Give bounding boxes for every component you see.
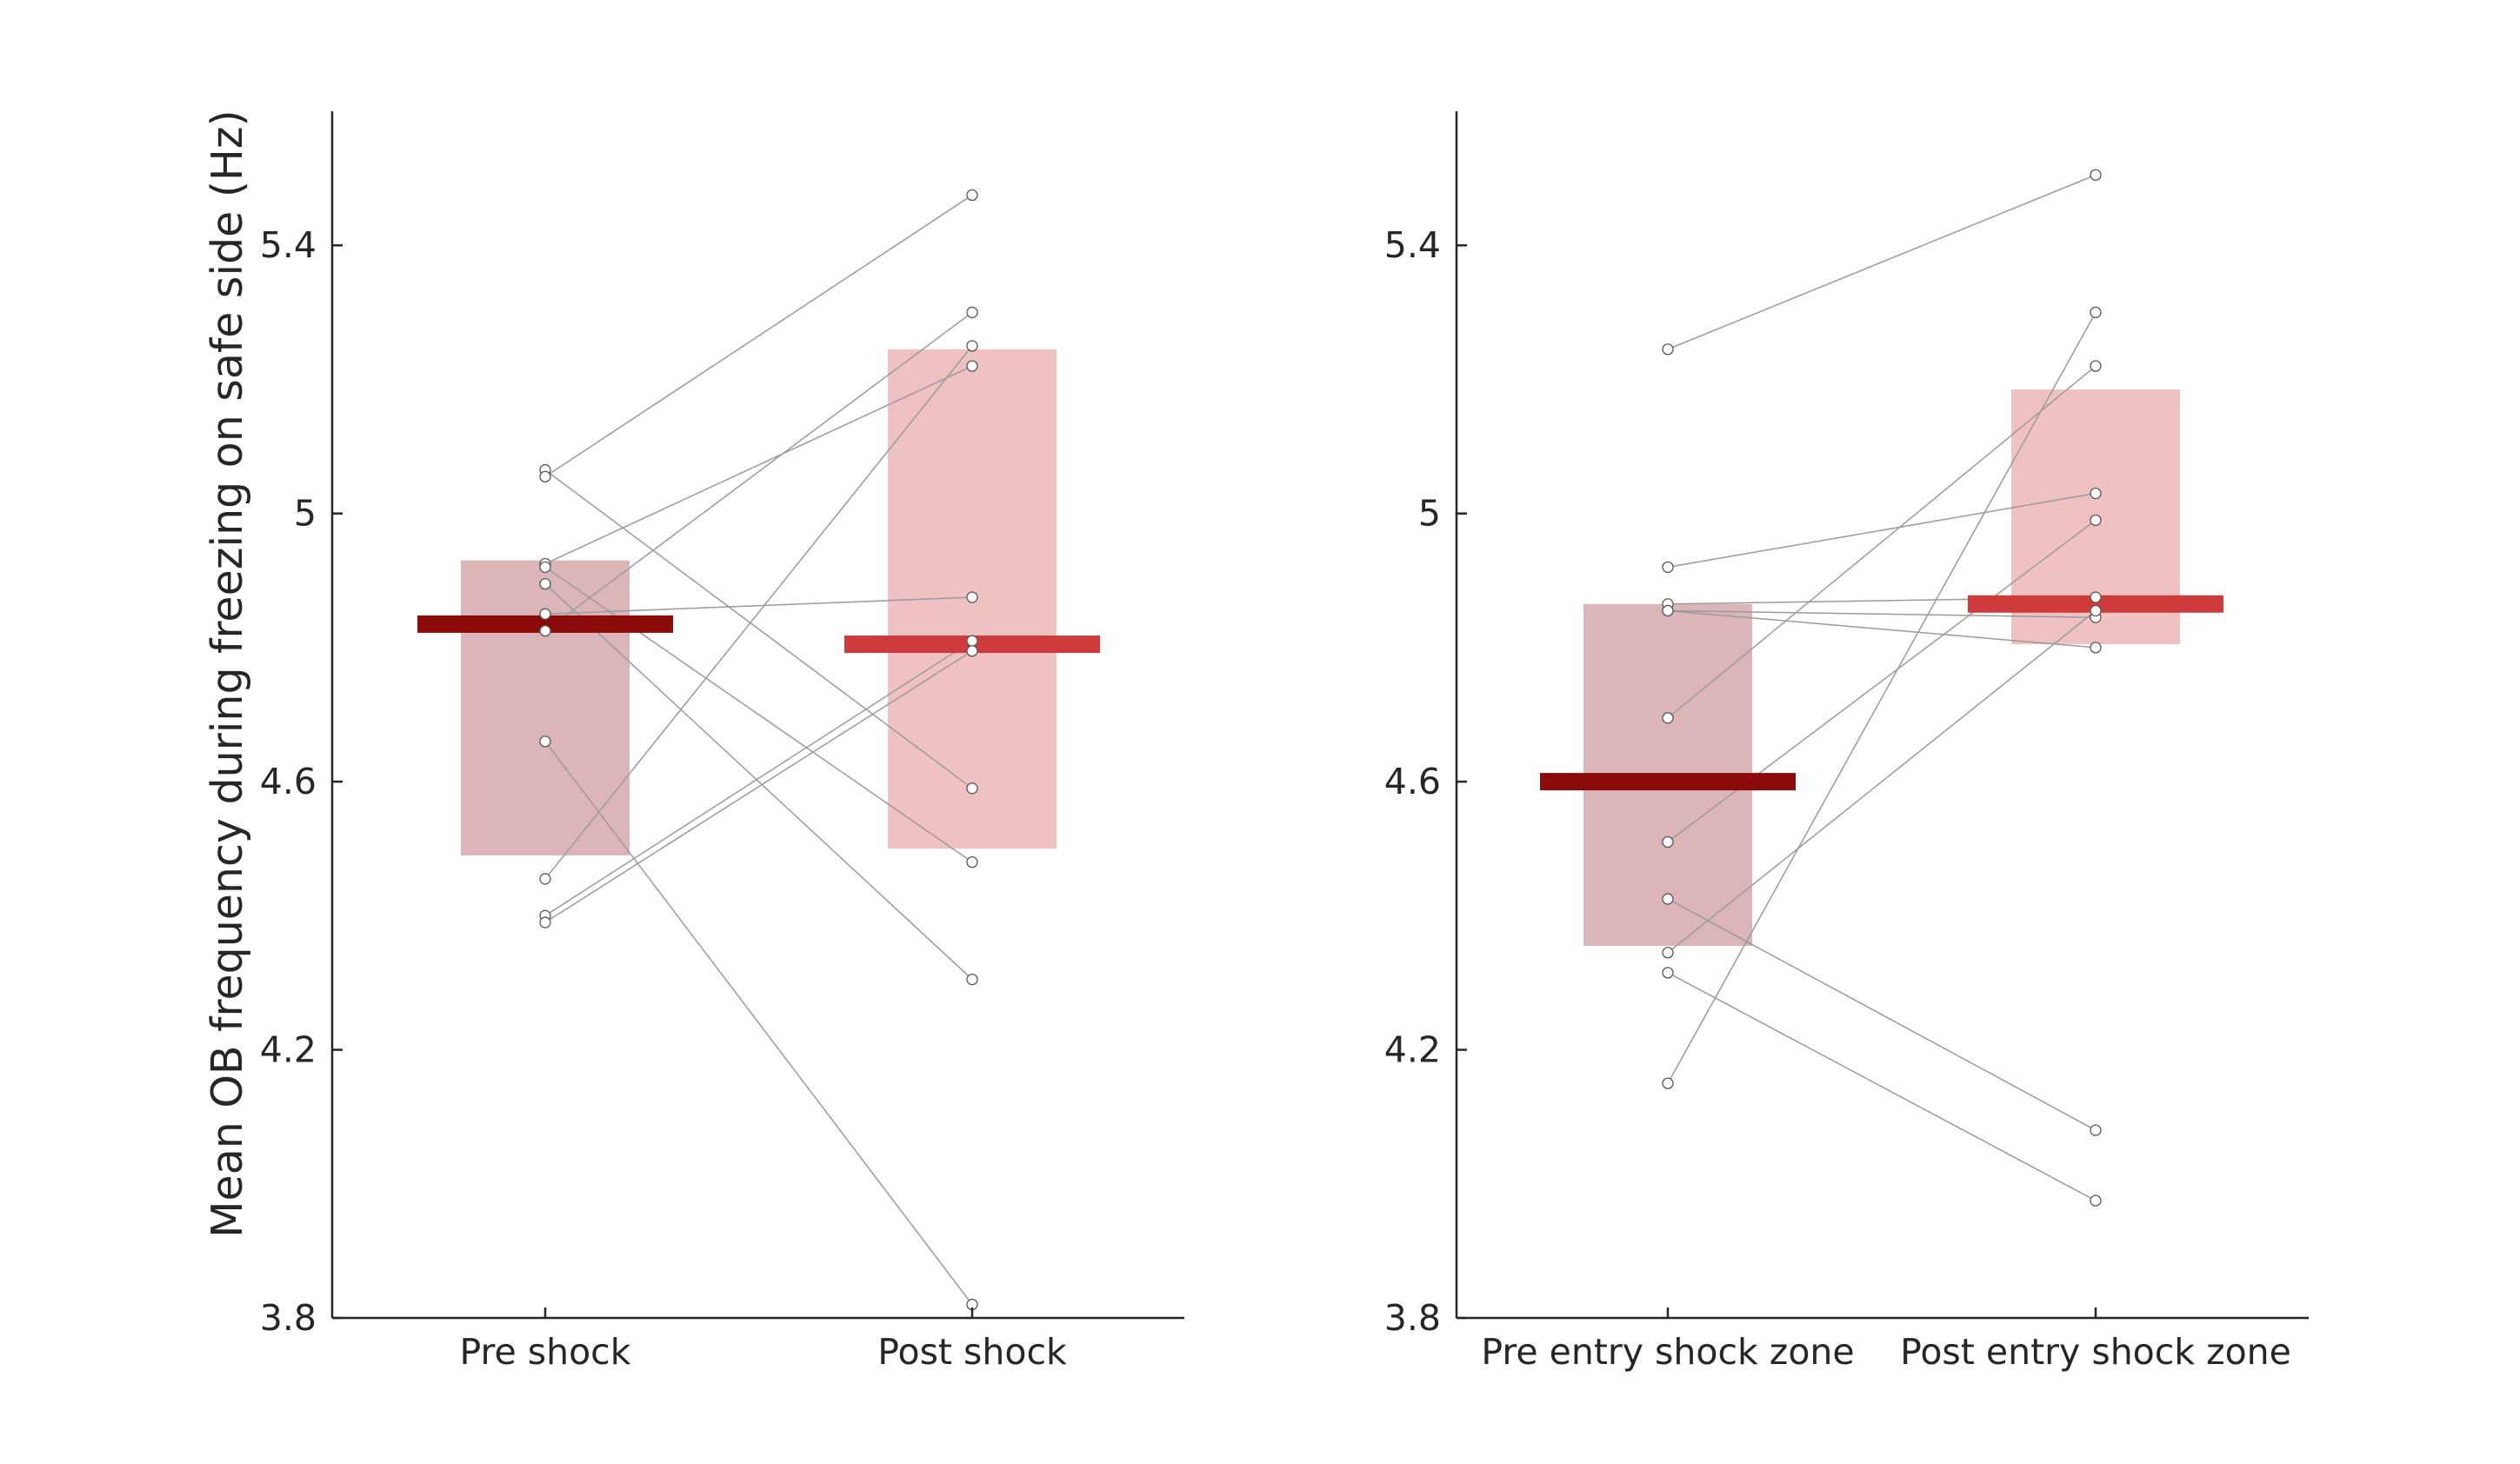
data-point [1662, 604, 1674, 617]
x-category-label: Pre shock [460, 1331, 631, 1373]
data-point [966, 645, 978, 657]
y-tick-label: 4.2 [260, 1029, 317, 1071]
paired-line [544, 583, 973, 981]
paired-line [544, 650, 973, 923]
paired-line [544, 596, 973, 616]
data-point [2090, 604, 2102, 617]
data-point [2090, 514, 2102, 527]
paired-line [1667, 311, 2097, 1084]
data-point [966, 189, 978, 202]
y-tick-label: 3.8 [260, 1297, 317, 1339]
data-point [539, 873, 551, 885]
data-point [2090, 1194, 2102, 1207]
y-tick-label: 3.8 [1384, 1297, 1441, 1339]
paired-line [1667, 609, 2097, 954]
data-point [2090, 360, 2102, 372]
data-point [2090, 487, 2102, 500]
data-point [539, 624, 551, 637]
paired-line [1667, 609, 2097, 649]
data-point [539, 916, 551, 928]
data-point [2090, 169, 2102, 181]
left-panel: 3.8 4.2 4.6 5 5.4 Pre shock Post shock [260, 111, 1184, 1373]
data-point [539, 577, 551, 590]
y-tick-label: 5 [1418, 493, 1441, 535]
data-point [966, 973, 978, 986]
paired-line [544, 194, 973, 477]
data-point [2090, 306, 2102, 318]
y-tick-label: 4.6 [260, 761, 317, 802]
mean-bar [1968, 595, 2223, 613]
paired-line [1667, 898, 2097, 1131]
data-point [2090, 642, 2102, 654]
data-point [966, 635, 978, 647]
data-point [1662, 1077, 1674, 1089]
data-point [1662, 835, 1674, 848]
y-tick-label: 4.2 [1384, 1029, 1441, 1071]
data-point [1662, 561, 1674, 574]
paired-line [544, 469, 973, 789]
paired-line [1667, 972, 2097, 1201]
data-point [1662, 947, 1674, 959]
data-point [966, 360, 978, 372]
mean-bar [417, 615, 673, 633]
data-point [1662, 893, 1674, 905]
y-tick-label: 5.4 [1384, 224, 1441, 266]
y-tick-label: 4.6 [1384, 761, 1441, 802]
data-point [2090, 591, 2102, 603]
range-bar [461, 560, 630, 855]
paired-line [1667, 609, 2097, 618]
mean-bar [1540, 773, 1796, 791]
data-point [539, 735, 551, 748]
data-point [966, 340, 978, 352]
paired-line [544, 365, 973, 565]
data-point [966, 591, 978, 603]
data-point [966, 782, 978, 795]
data-point [539, 608, 551, 620]
data-point [539, 470, 551, 482]
y-tick-label: 5 [294, 493, 317, 535]
data-point [2090, 1124, 2102, 1136]
data-point [539, 561, 551, 574]
x-category-label: Pre entry shock zone [1481, 1331, 1854, 1373]
y-axis-label: Mean OB frequency during freezing on saf… [203, 110, 252, 1237]
data-point [1662, 343, 1674, 356]
paired-line [544, 741, 973, 1306]
y-tick-label: 5.4 [260, 224, 317, 266]
paired-line [544, 311, 973, 632]
right-panel: 3.8 4.2 4.6 5 5.4 Pre entry shock zone Post en… [1384, 111, 2309, 1373]
data-point [1662, 712, 1674, 724]
data-point [966, 306, 978, 318]
x-category-label: Post shock [877, 1331, 1067, 1373]
paired-line [1667, 174, 2097, 350]
paired-line [544, 345, 973, 880]
paired-line [1667, 492, 2097, 569]
data-point [966, 855, 978, 868]
x-category-label: Post entry shock zone [1900, 1331, 2291, 1373]
data-point [1662, 967, 1674, 979]
paired-line [1667, 365, 2097, 719]
paired-line [544, 640, 973, 916]
